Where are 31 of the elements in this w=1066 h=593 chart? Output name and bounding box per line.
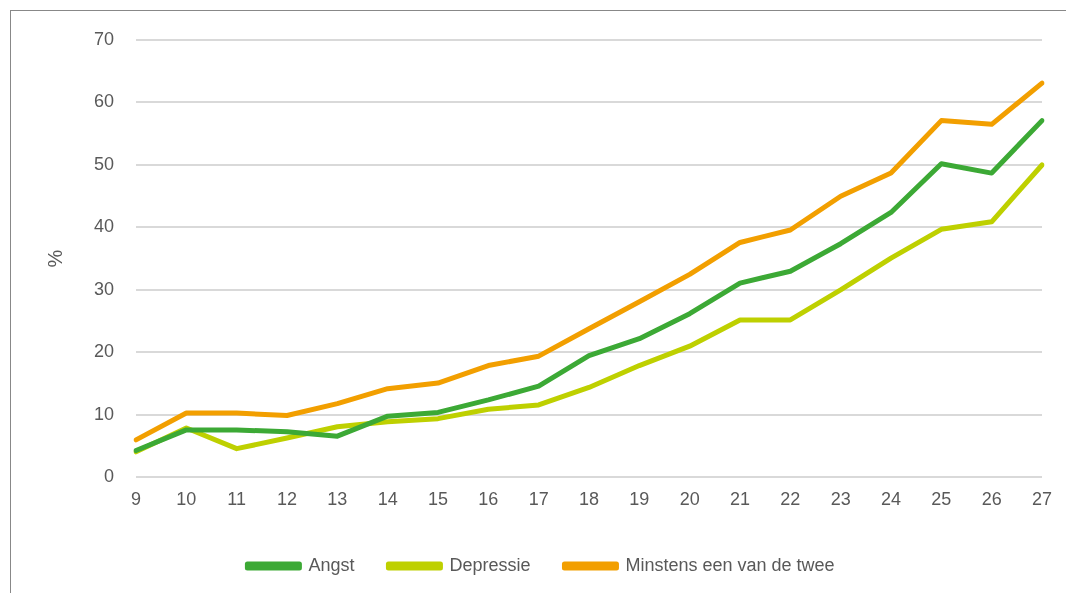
y-tick-label: 0 bbox=[104, 466, 115, 487]
x-tick-label: 18 bbox=[579, 489, 600, 510]
y-tick-label: 40 bbox=[93, 216, 115, 237]
x-tick-label: 11 bbox=[227, 489, 247, 510]
x-tick-label: 21 bbox=[729, 489, 751, 510]
y-tick-label: 70 bbox=[93, 28, 115, 49]
x-tick-label: 10 bbox=[176, 489, 197, 510]
x-tick-label: 13 bbox=[327, 489, 348, 510]
y-tick-label: 10 bbox=[93, 403, 115, 424]
x-tick-label: 22 bbox=[780, 489, 801, 510]
y-axis-title: % bbox=[43, 249, 66, 268]
x-tick-label: 14 bbox=[377, 489, 398, 510]
x-tick-label: 19 bbox=[629, 489, 650, 510]
x-tick-label: 12 bbox=[277, 489, 298, 510]
x-tick-label: 23 bbox=[830, 489, 851, 510]
x-tick-label: 16 bbox=[478, 489, 499, 510]
y-tick-label: 50 bbox=[93, 153, 115, 174]
x-tick-label: 20 bbox=[679, 489, 700, 510]
x-tick-label: 24 bbox=[880, 489, 902, 510]
legend-label: Depressie bbox=[449, 554, 531, 575]
legend-label: Angst bbox=[308, 554, 355, 575]
legend-label: Minstens een van de twee bbox=[625, 554, 835, 575]
x-tick-label: 9 bbox=[131, 489, 142, 510]
x-tick-label: 17 bbox=[528, 489, 549, 510]
y-tick-label: 30 bbox=[93, 278, 115, 299]
x-tick-label: 27 bbox=[1031, 489, 1053, 510]
x-tick-label: 26 bbox=[981, 489, 1002, 510]
y-tick-label: 20 bbox=[93, 341, 115, 362]
x-tick-label: 25 bbox=[931, 489, 952, 510]
y-tick-label: 60 bbox=[93, 91, 115, 112]
x-tick-label: 15 bbox=[428, 489, 449, 510]
